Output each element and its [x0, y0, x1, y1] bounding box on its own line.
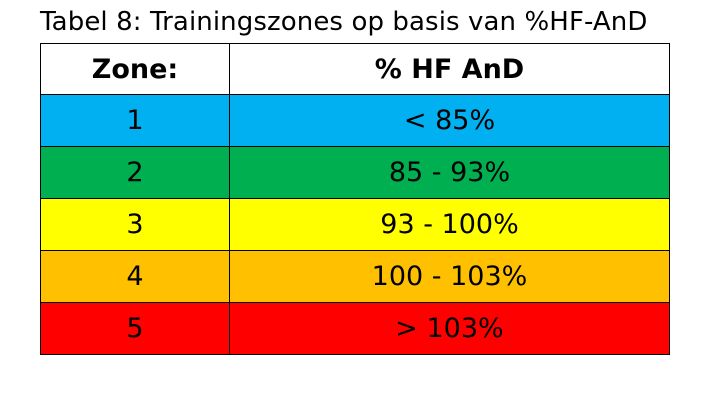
range-cell: 93 - 100% [229, 198, 670, 251]
range-cell: < 85% [229, 94, 670, 147]
table-row: 1 < 85% [40, 94, 670, 147]
header-hf-and: % HF AnD [229, 43, 670, 95]
header-zone: Zone: [40, 43, 230, 95]
range-cell: > 103% [229, 302, 670, 355]
zone-cell: 4 [40, 250, 230, 303]
zone-cell: 2 [40, 146, 230, 199]
range-cell: 100 - 103% [229, 250, 670, 303]
table-caption: Tabel 8: Trainingszones op basis van %HF… [40, 7, 648, 37]
table-row: 4 100 - 103% [40, 250, 670, 303]
table-row: 5 > 103% [40, 302, 670, 355]
zone-cell: 3 [40, 198, 230, 251]
table-header-row: Zone: % HF AnD [40, 43, 670, 95]
zone-cell: 1 [40, 94, 230, 147]
training-zones-table: Zone: % HF AnD 1 < 85% 2 85 - 93% 3 93 -… [40, 43, 670, 355]
table-row: 3 93 - 100% [40, 198, 670, 251]
zone-cell: 5 [40, 302, 230, 355]
table-row: 2 85 - 93% [40, 146, 670, 199]
range-cell: 85 - 93% [229, 146, 670, 199]
